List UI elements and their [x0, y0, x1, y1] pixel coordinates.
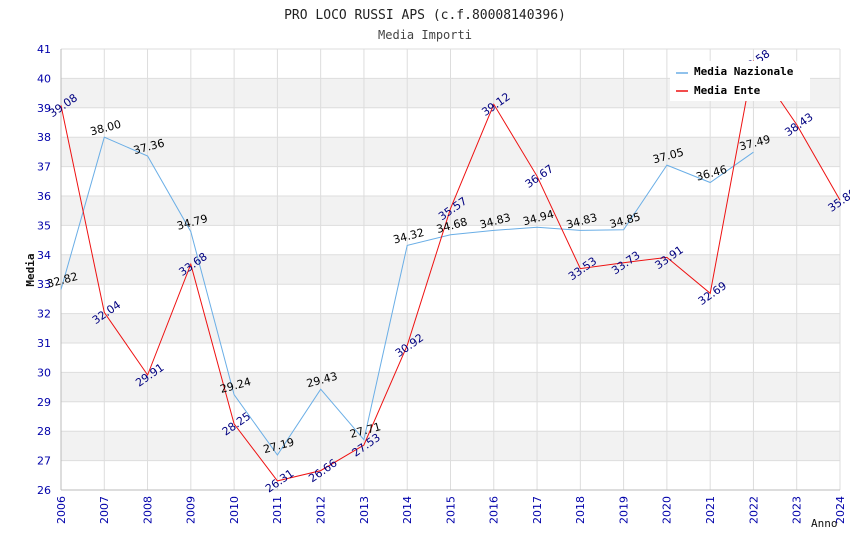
- x-tick-2009: 2009: [185, 496, 198, 524]
- x-tick-2013: 2013: [358, 496, 371, 524]
- y-axis-label: Media: [24, 253, 37, 286]
- y-tick-40: 40: [37, 72, 51, 85]
- y-tick-32: 32: [37, 308, 51, 321]
- y-tick-28: 28: [37, 425, 51, 438]
- x-tick-2019: 2019: [617, 496, 630, 524]
- x-tick-2020: 2020: [661, 496, 674, 524]
- y-tick-39: 39: [37, 102, 51, 115]
- x-axis-label: Anno: [811, 517, 838, 530]
- x-tick-2006: 2006: [55, 496, 68, 524]
- legend-label-ente: Media Ente: [694, 84, 761, 97]
- x-tick-2021: 2021: [704, 496, 717, 524]
- x-tick-2012: 2012: [315, 496, 328, 524]
- x-tick-2010: 2010: [228, 496, 241, 524]
- label-media-ente-2024: 35.86: [826, 186, 850, 215]
- label-media-nazionale-2014: 34.32: [392, 226, 426, 247]
- series-line-media-nazionale: [60, 136, 754, 456]
- x-tick-2017: 2017: [531, 496, 544, 524]
- y-tick-27: 27: [37, 455, 51, 468]
- x-tick-2016: 2016: [488, 496, 501, 524]
- x-tick-2007: 2007: [98, 496, 111, 524]
- y-tick-38: 38: [37, 131, 51, 144]
- x-tick-2014: 2014: [401, 496, 414, 524]
- series-lines: [60, 60, 841, 482]
- x-tick-2024: 2024: [834, 496, 847, 524]
- x-tick-2023: 2023: [791, 496, 804, 524]
- chart-title: PRO LOCO RUSSI APS (c.f.80008140396): [284, 8, 566, 23]
- y-tick-35: 35: [37, 219, 51, 232]
- x-tick-2008: 2008: [141, 496, 154, 524]
- y-tick-30: 30: [37, 366, 51, 379]
- y-tick-36: 36: [37, 190, 51, 203]
- y-tick-41: 41: [37, 43, 51, 56]
- x-tick-2022: 2022: [747, 496, 760, 524]
- legend-label-nazionale: Media Nazionale: [694, 65, 794, 78]
- axes: [60, 49, 840, 491]
- label-media-ente-2023: 38.43: [782, 110, 815, 139]
- x-tick-2018: 2018: [574, 496, 587, 524]
- label-media-ente-2011: 26.31: [263, 467, 296, 496]
- x-tick-2011: 2011: [271, 496, 284, 524]
- y-tick-34: 34: [37, 249, 51, 262]
- y-tick-37: 37: [37, 161, 51, 174]
- series-line-media-ente: [60, 60, 841, 482]
- y-tick-labels: 26 27 28 29 30 31 32 33 34 35 36 37 38 39 40 41: [37, 43, 51, 497]
- chart-subtitle: Media Importi: [378, 28, 472, 42]
- y-tick-26: 26: [37, 484, 51, 497]
- x-tick-2015: 2015: [444, 496, 457, 524]
- legend-box: [670, 61, 810, 101]
- label-media-nazionale-2006: 32.82: [46, 270, 80, 291]
- y-tick-33: 33: [37, 278, 51, 291]
- y-tick-29: 29: [37, 396, 51, 409]
- legend: Media Nazionale Media Ente: [670, 61, 810, 101]
- y-tick-31: 31: [37, 337, 51, 350]
- x-tick-labels: 2006 2007 2008 2009 2010 2011 2012 2013 2014 2015…: [55, 496, 847, 524]
- label-media-nazionale-2007: 38.00: [89, 118, 123, 139]
